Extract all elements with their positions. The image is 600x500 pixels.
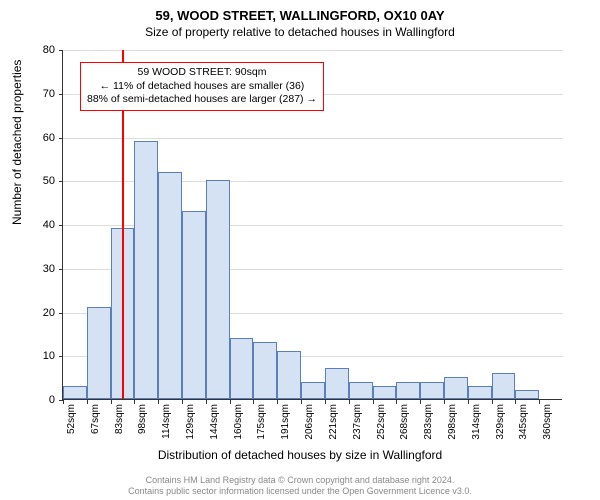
- ytick-label: 70: [25, 88, 55, 100]
- histogram-bar: [349, 382, 373, 400]
- xtick-label: 191sqm: [280, 404, 291, 440]
- xtick-label: 314sqm: [471, 404, 482, 440]
- histogram-bar: [396, 382, 420, 400]
- annotation-line3: 88% of semi-detached houses are larger (…: [87, 93, 317, 107]
- xtick-mark: [325, 400, 326, 404]
- ytick-label: 80: [25, 44, 55, 56]
- xtick-mark: [111, 400, 112, 404]
- gridline: [63, 138, 563, 139]
- histogram-bar: [63, 386, 87, 399]
- ytick-label: 30: [25, 263, 55, 275]
- xtick-mark: [420, 400, 421, 404]
- histogram-bar: [515, 390, 539, 399]
- xtick-mark: [301, 400, 302, 404]
- xtick-label: 221sqm: [328, 404, 339, 440]
- xtick-label: 298sqm: [447, 404, 458, 440]
- xtick-mark: [87, 400, 88, 404]
- annotation-line1: 59 WOOD STREET: 90sqm: [87, 66, 317, 80]
- xtick-label: 67sqm: [90, 404, 101, 434]
- xtick-label: 52sqm: [66, 404, 77, 434]
- xtick-label: 160sqm: [233, 404, 244, 440]
- xtick-label: 129sqm: [185, 404, 196, 440]
- histogram-bar: [492, 373, 516, 399]
- y-axis-label: Number of detached properties: [10, 60, 24, 225]
- xtick-label: 252sqm: [376, 404, 387, 440]
- xtick-mark: [349, 400, 350, 404]
- xtick-mark: [396, 400, 397, 404]
- histogram-bar: [277, 351, 301, 399]
- chart-container: { "chart": { "type": "histogram", "title…: [0, 0, 600, 500]
- ytick-label: 40: [25, 219, 55, 231]
- gridline: [63, 50, 563, 51]
- xtick-mark: [63, 400, 64, 404]
- xtick-mark: [182, 400, 183, 404]
- histogram-bar: [158, 172, 182, 400]
- histogram-bar: [134, 141, 158, 399]
- xtick-label: 268sqm: [399, 404, 410, 440]
- xtick-mark: [468, 400, 469, 404]
- ytick-mark: [59, 356, 63, 357]
- histogram-bar: [373, 386, 397, 399]
- xtick-label: 283sqm: [423, 404, 434, 440]
- ytick-mark: [59, 50, 63, 51]
- plot-area: 0102030405060708052sqm67sqm83sqm98sqm114…: [62, 50, 562, 400]
- ytick-label: 10: [25, 350, 55, 362]
- xtick-label: 345sqm: [518, 404, 529, 440]
- chart-subtitle: Size of property relative to detached ho…: [0, 23, 600, 39]
- xtick-mark: [158, 400, 159, 404]
- x-axis-label: Distribution of detached houses by size …: [0, 448, 600, 462]
- ytick-mark: [59, 313, 63, 314]
- xtick-mark: [444, 400, 445, 404]
- ytick-mark: [59, 94, 63, 95]
- ytick-label: 60: [25, 132, 55, 144]
- ytick-mark: [59, 138, 63, 139]
- xtick-mark: [539, 400, 540, 404]
- footer-line2: Contains public sector information licen…: [0, 486, 600, 497]
- xtick-label: 114sqm: [161, 404, 172, 439]
- histogram-bar: [301, 382, 325, 400]
- xtick-mark: [134, 400, 135, 404]
- xtick-label: 144sqm: [209, 404, 220, 440]
- xtick-label: 237sqm: [352, 404, 363, 440]
- histogram-bar: [468, 386, 492, 399]
- annotation-box: 59 WOOD STREET: 90sqm ← 11% of detached …: [80, 62, 324, 111]
- xtick-label: 83sqm: [114, 404, 125, 434]
- xtick-label: 175sqm: [256, 404, 267, 440]
- xtick-label: 360sqm: [542, 404, 553, 440]
- ytick-label: 50: [25, 175, 55, 187]
- xtick-mark: [277, 400, 278, 404]
- chart-title: 59, WOOD STREET, WALLINGFORD, OX10 0AY: [0, 0, 600, 23]
- xtick-label: 98sqm: [137, 404, 148, 434]
- ytick-mark: [59, 269, 63, 270]
- footer-attribution: Contains HM Land Registry data © Crown c…: [0, 475, 600, 497]
- ytick-label: 0: [25, 394, 55, 406]
- xtick-mark: [206, 400, 207, 404]
- histogram-bar: [253, 342, 277, 399]
- xtick-mark: [373, 400, 374, 404]
- xtick-mark: [230, 400, 231, 404]
- histogram-bar: [420, 382, 444, 400]
- xtick-mark: [515, 400, 516, 404]
- histogram-bar: [87, 307, 111, 399]
- histogram-bar: [444, 377, 468, 399]
- histogram-bar: [325, 368, 349, 399]
- xtick-mark: [253, 400, 254, 404]
- histogram-bar: [182, 211, 206, 399]
- xtick-label: 206sqm: [304, 404, 315, 440]
- footer-line1: Contains HM Land Registry data © Crown c…: [0, 475, 600, 486]
- xtick-label: 329sqm: [495, 404, 506, 440]
- ytick-label: 20: [25, 307, 55, 319]
- annotation-line2: ← 11% of detached houses are smaller (36…: [87, 80, 317, 94]
- histogram-bar: [206, 180, 230, 399]
- ytick-mark: [59, 225, 63, 226]
- xtick-mark: [492, 400, 493, 404]
- ytick-mark: [59, 181, 63, 182]
- histogram-bar: [230, 338, 254, 399]
